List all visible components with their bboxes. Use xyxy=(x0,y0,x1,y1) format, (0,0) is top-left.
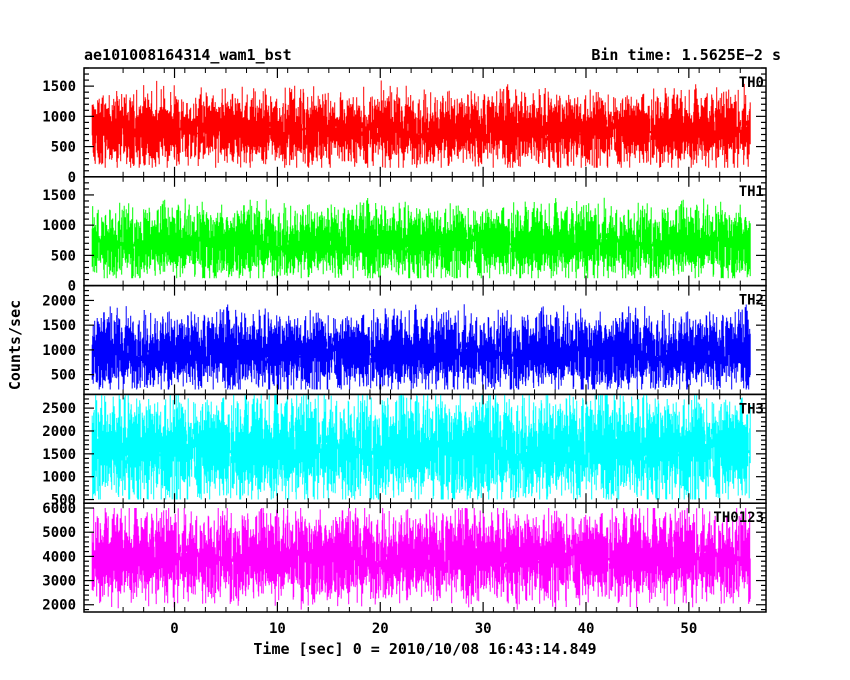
y-tick-label: 2000 xyxy=(42,424,76,440)
y-tick-label: 500 xyxy=(51,368,76,384)
panel-label-th0: TH0 xyxy=(739,75,764,91)
y-tick-label: 0 xyxy=(68,279,76,295)
y-tick-label: 1500 xyxy=(42,79,76,95)
series-th3 xyxy=(91,394,751,500)
y-tick-label: 2000 xyxy=(42,598,76,614)
x-axis: 0 10 20 30 40 50 xyxy=(170,621,697,637)
series-th0 xyxy=(91,80,751,168)
panel-th3: 500 1000 1500 2000 2500 TH3 xyxy=(42,393,767,509)
x-axis-title: Time [sec] 0 = 2010/10/08 16:43:14.849 xyxy=(253,640,596,658)
chart-title: ae101008164314_wam1_bst xyxy=(84,46,292,64)
y-tick-label: 500 xyxy=(51,248,76,264)
x-tick-label: 30 xyxy=(475,621,492,637)
y-tick-label: 1000 xyxy=(42,470,76,486)
x-tick-label: 0 xyxy=(170,621,178,637)
panel-frame xyxy=(83,502,767,613)
panel-label-th0123: TH0123 xyxy=(713,510,764,526)
panel-th2: 500 1000 1500 2000 TH2 xyxy=(42,284,767,396)
panels-group: 0 500 1000 1500 TH0 0 500 1000 1500 TH1 500 1000 150… xyxy=(42,67,767,614)
y-tick-label: 1500 xyxy=(42,318,76,334)
x-tick-label: 20 xyxy=(372,621,389,637)
y-tick-label: 1500 xyxy=(42,447,76,463)
y-tick-label: 2000 xyxy=(42,293,76,309)
y-tick-label: 1500 xyxy=(42,188,76,204)
y-tick-label: 5000 xyxy=(42,525,76,541)
panel-th0: 0 500 1000 1500 TH0 xyxy=(42,67,767,186)
x-tick-label: 40 xyxy=(578,621,595,637)
y-tick-label: 3000 xyxy=(42,574,76,590)
series-th2 xyxy=(91,304,751,390)
y-tick-label: 1000 xyxy=(42,343,76,359)
y-tick-label: 1000 xyxy=(42,109,76,125)
y-tick-label: 0 xyxy=(68,170,76,186)
y-tick-label: 6000 xyxy=(42,501,76,517)
panel-label-th2: TH2 xyxy=(739,293,764,309)
y-tick-label: 500 xyxy=(51,140,76,156)
x-tick-label: 50 xyxy=(680,621,697,637)
y-tick-label: 500 xyxy=(51,493,76,509)
x-tick-label: 10 xyxy=(269,621,286,637)
series-th0123 xyxy=(91,508,751,610)
y-tick-label: 4000 xyxy=(42,549,76,565)
series-th1 xyxy=(91,197,751,279)
panel-th1: 0 500 1000 1500 TH1 xyxy=(42,176,767,295)
y-tick-label: 2500 xyxy=(42,401,76,417)
bin-time-label: Bin time: 1.5625E−2 s xyxy=(591,46,781,64)
y-tick-label: 1000 xyxy=(42,218,76,234)
y-axis-title: Counts/sec xyxy=(6,300,24,390)
panel-label-th3: TH3 xyxy=(739,401,764,417)
panel-label-th1: TH1 xyxy=(739,184,764,200)
panel-th0123: 2000 3000 4000 5000 6000 TH0123 xyxy=(42,501,767,614)
